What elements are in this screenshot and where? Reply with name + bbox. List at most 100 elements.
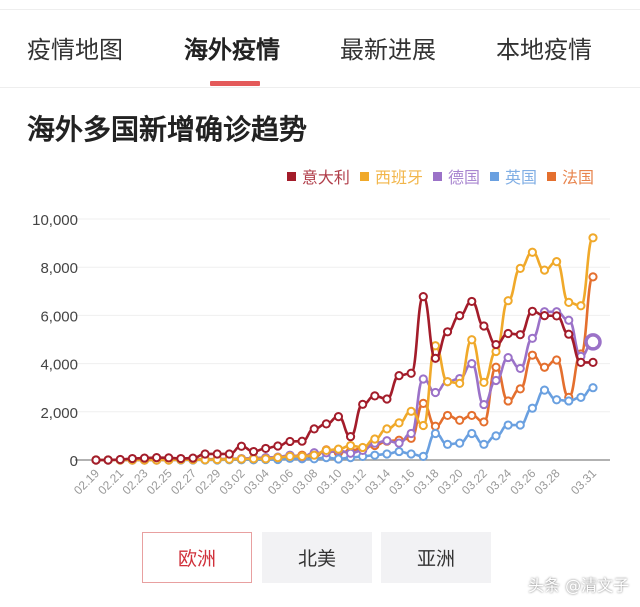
legend-label: 英国 [504,168,537,187]
x-tick-label: 03.06 [265,466,296,497]
data-point [527,333,537,343]
data-point [455,438,465,448]
data-point [394,371,404,381]
data-point [297,436,307,446]
data-point [584,333,602,351]
x-tick-label: 03.14 [362,466,393,497]
data-point [152,452,162,463]
data-point [552,257,562,267]
tab-divider [0,87,640,88]
tab-latest-progress[interactable]: 最新进展 [340,36,436,64]
data-point [345,440,356,451]
data-point [370,450,380,460]
legend-label: 法国 [561,168,594,187]
x-tick-label: 03.20 [435,466,466,497]
data-point [539,265,550,275]
data-point [285,451,295,461]
data-point [576,392,586,402]
legend-label: 西班牙 [374,168,423,187]
data-point [418,451,428,461]
data-point [127,453,137,464]
y-tick-label: 4,000 [40,357,78,374]
data-point [467,359,477,369]
data-point [564,329,574,339]
x-tick-label: 03.24 [483,466,514,497]
region-button-asia[interactable]: 亚洲 [381,532,491,583]
data-point [309,424,319,434]
data-point [382,436,392,446]
data-point [503,396,513,406]
legend-swatch [489,171,499,181]
data-point [115,454,125,465]
data-point [321,445,331,455]
data-point [527,247,537,257]
line-chart: 02,0004,0006,0008,00010,00002.1902.2102.… [32,212,610,497]
data-point [309,450,319,460]
region-button-north-america[interactable]: 北美 [262,532,372,583]
data-point [358,399,368,409]
data-point [91,455,101,465]
data-point [515,330,525,340]
x-tick-label: 02.25 [144,466,175,497]
data-point [564,297,574,307]
data-point [261,454,271,464]
data-point [442,377,453,387]
data-point [418,420,428,431]
data-point [345,432,356,442]
data-point [394,418,404,428]
data-point [248,446,259,457]
region-button-europe[interactable]: 欧洲 [142,532,252,583]
legend-item[interactable]: 意大利 [286,164,350,188]
data-point [200,449,210,459]
data-point [503,420,513,430]
data-point [564,396,574,406]
x-tick-label: 03.28 [532,466,563,497]
legend-item[interactable]: 西班牙 [359,164,423,188]
data-point [527,350,537,360]
data-point [467,335,477,345]
data-point [576,357,586,367]
data-point [370,391,380,401]
legend-swatch [432,171,442,181]
data-point [479,321,489,331]
legend-item[interactable]: 英国 [489,164,537,188]
data-point [491,339,501,350]
x-tick-label: 02.27 [168,466,199,497]
data-point [479,417,489,427]
tab-local-epidemic[interactable]: 本地疫情 [496,36,592,64]
data-point [382,394,392,404]
data-point [564,315,574,325]
data-point [406,406,416,416]
legend-item[interactable]: 法国 [546,164,594,188]
data-point [321,419,331,429]
x-tick-label: 03.04 [241,466,272,497]
active-tab-indicator [210,81,260,86]
data-point [503,352,513,363]
legend-label: 德国 [447,168,480,187]
x-tick-label: 03.12 [338,466,369,497]
y-tick-label: 2,000 [40,405,78,422]
x-tick-label: 03.31 [568,466,599,497]
watermark: 头条 @清文子 [528,576,630,595]
data-point [333,412,344,422]
x-tick-label: 02.19 [71,466,102,497]
data-point [455,311,465,321]
data-point [273,441,283,451]
data-point [552,355,562,365]
series-line-0 [96,295,593,462]
data-point [455,415,465,425]
data-point [430,387,441,398]
data-point [503,296,513,306]
data-point [588,233,598,243]
data-point [188,453,198,463]
tab-epidemic-map[interactable]: 疫情地图 [27,36,123,64]
data-point [394,438,404,448]
data-point [515,263,525,274]
top-divider [0,9,640,10]
x-tick-label: 03.08 [289,466,320,497]
tab-overseas-epidemic[interactable]: 海外疫情 [184,36,280,64]
legend-item[interactable]: 德国 [432,164,480,188]
data-point [358,442,368,453]
x-tick-label: 03.16 [386,466,417,497]
data-point [212,449,222,459]
